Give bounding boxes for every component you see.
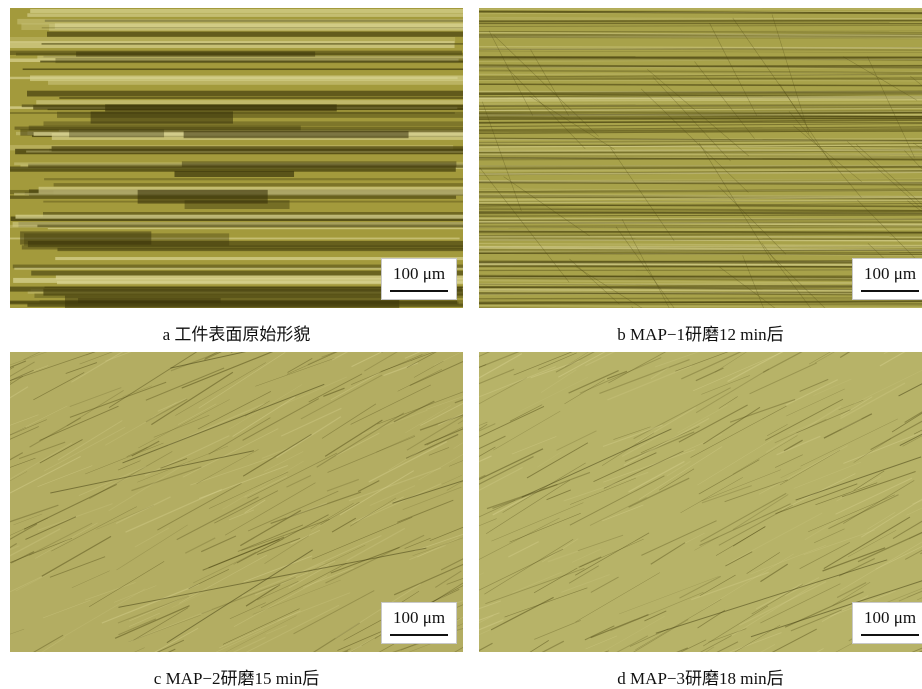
scale-bar-c: 100 μm: [381, 602, 457, 644]
scale-label-a: 100 μm: [382, 264, 456, 284]
caption-c: c MAP−2研磨15 min后: [10, 664, 463, 689]
micrograph-panel-d: 100 μm: [479, 352, 922, 652]
caption-d: d MAP−3研磨18 min后: [479, 664, 922, 689]
caption-b: b MAP−1研磨12 min后: [479, 320, 922, 345]
scale-bar-b: 100 μm: [852, 258, 922, 300]
scale-bar-a: 100 μm: [381, 258, 457, 300]
micrograph-panel-c: 100 μm: [10, 352, 463, 652]
scale-label-d: 100 μm: [853, 608, 922, 628]
micrograph-panel-a: 100 μm: [10, 8, 463, 308]
scale-line-c: [390, 634, 448, 636]
scale-line-a: [390, 290, 448, 292]
scale-label-b: 100 μm: [853, 264, 922, 284]
scale-label-c: 100 μm: [382, 608, 456, 628]
scale-line-d: [861, 634, 919, 636]
caption-a: a 工件表面原始形貌: [10, 320, 463, 345]
scale-line-b: [861, 290, 919, 292]
micrograph-panel-b: 100 μm: [479, 8, 922, 308]
scale-bar-d: 100 μm: [852, 602, 922, 644]
